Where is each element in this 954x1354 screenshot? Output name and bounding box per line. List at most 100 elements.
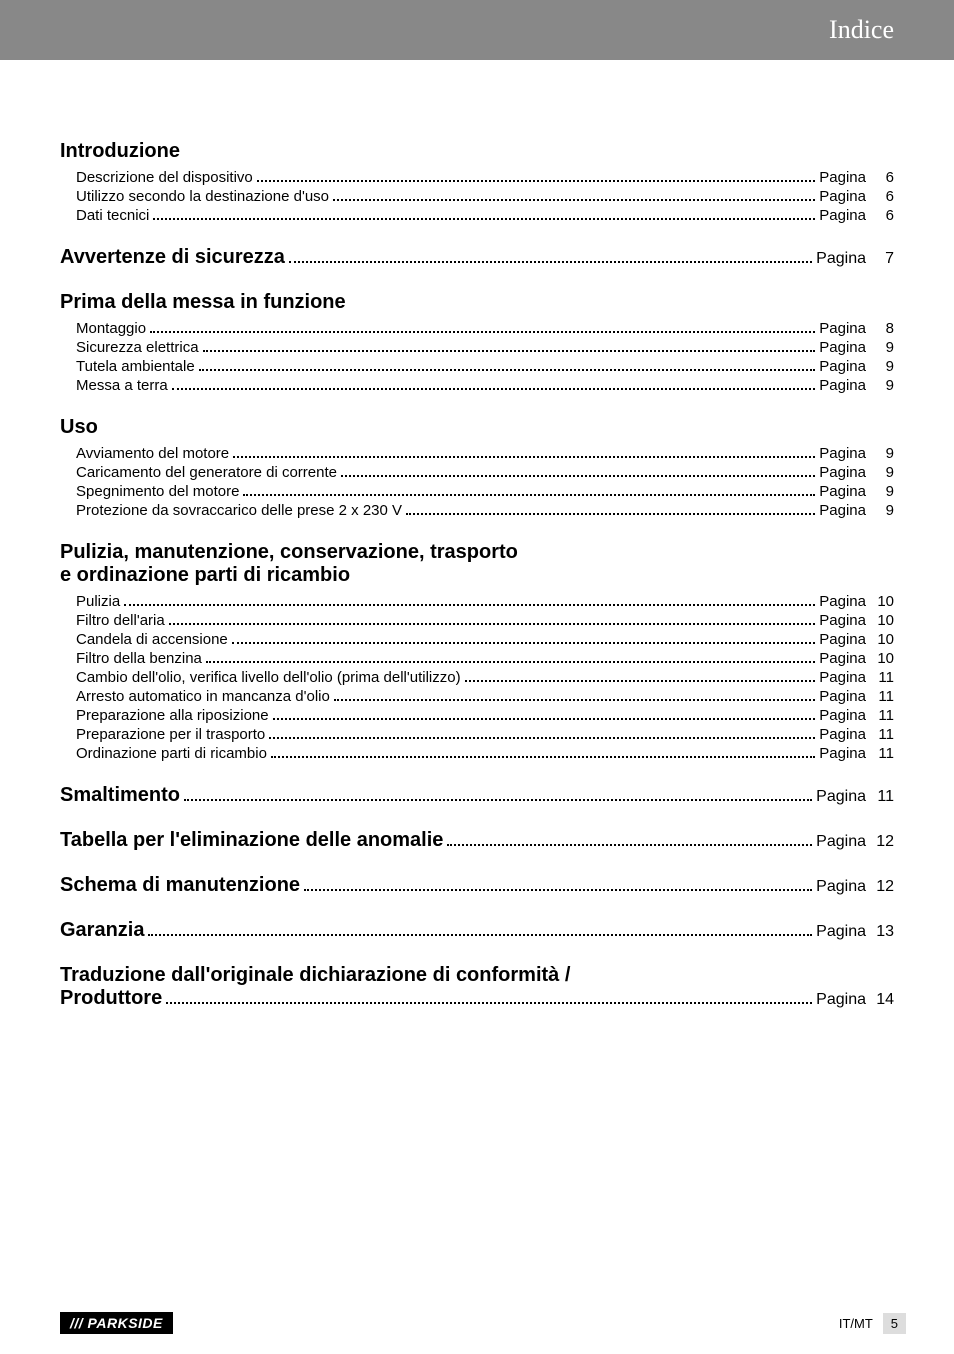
toc-label: Ordinazione parti di ricambio	[76, 745, 267, 762]
toc-label: Tutela ambientale	[76, 358, 195, 375]
footer-logo: /// PARKSIDE	[60, 1312, 173, 1334]
section-title-schema: Schema di manutenzione	[60, 874, 300, 897]
toc-page-label: Pagina	[819, 377, 870, 394]
header-bar: Indice	[0, 0, 954, 60]
toc-page-num: 12	[870, 833, 894, 851]
toc-label: Spegnimento del motore	[76, 483, 239, 500]
toc-page-num: 10	[870, 631, 894, 648]
toc-page-label: Pagina	[819, 207, 870, 224]
toc-page-num: 9	[870, 377, 894, 394]
toc-line: Dati tecnici Pagina 6	[60, 207, 894, 224]
toc-page-num: 8	[870, 320, 894, 337]
dot-leader	[153, 218, 815, 220]
toc-page-num: 10	[870, 593, 894, 610]
toc-line: Montaggio Pagina 8	[60, 320, 894, 337]
toc-label: Messa a terra	[76, 377, 168, 394]
toc-page-num: 11	[870, 745, 894, 762]
toc-line: Preparazione per il trasporto Pagina 11	[60, 726, 894, 743]
dot-leader	[271, 756, 815, 758]
toc-line: Spegnimento del motore Pagina 9	[60, 483, 894, 500]
toc-line: Candela di accensione Pagina 10	[60, 631, 894, 648]
pulizia-title-line1: Pulizia, manutenzione, conservazione, tr…	[60, 541, 518, 563]
toc-line: Tutela ambientale Pagina 9	[60, 358, 894, 375]
standalone-smaltimento: Smaltimento Pagina 11	[60, 784, 894, 807]
toc-label: Preparazione per il trasporto	[76, 726, 265, 743]
toc-page-label: Pagina	[819, 612, 870, 629]
toc-page-label: Pagina	[816, 878, 870, 896]
dot-leader	[172, 388, 816, 390]
toc-line: Utilizzo secondo la destinazione d'uso P…	[60, 188, 894, 205]
dot-leader	[148, 934, 812, 936]
dot-leader	[203, 350, 816, 352]
toc-page-label: Pagina	[819, 707, 870, 724]
dot-leader	[341, 475, 815, 477]
standalone-schema: Schema di manutenzione Pagina 12	[60, 874, 894, 897]
toc-label: Utilizzo secondo la destinazione d'uso	[76, 188, 329, 205]
dot-leader	[233, 456, 815, 458]
toc-line: Sicurezza elettrica Pagina 9	[60, 339, 894, 356]
toc-page-label: Pagina	[819, 339, 870, 356]
toc-page-num: 6	[870, 188, 894, 205]
dot-leader	[257, 180, 816, 182]
toc-page-num: 7	[870, 250, 894, 268]
dot-leader	[206, 661, 815, 663]
toc-page-label: Pagina	[819, 358, 870, 375]
toc-page-num: 11	[870, 726, 894, 743]
toc-label: Descrizione del dispositivo	[76, 169, 253, 186]
footer-right: IT/MT 5	[839, 1313, 906, 1334]
toc-line: Arresto automatico in mancanza d'olio Pa…	[60, 688, 894, 705]
standalone-tabella: Tabella per l'eliminazione delle anomali…	[60, 829, 894, 852]
section-title-intro: Introduzione	[60, 140, 894, 163]
dot-leader	[184, 799, 812, 801]
section-title-uso: Uso	[60, 416, 894, 439]
toc-page-num: 6	[870, 169, 894, 186]
toc-page-label: Pagina	[816, 991, 870, 1009]
toc-line: Pulizia Pagina 10	[60, 593, 894, 610]
toc-line: Filtro della benzina Pagina 10	[60, 650, 894, 667]
toc-page-num: 11	[870, 788, 894, 806]
toc-label: Filtro della benzina	[76, 650, 202, 667]
dot-leader	[465, 680, 816, 682]
toc-line: Preparazione alla riposizione Pagina 11	[60, 707, 894, 724]
toc-label: Protezione da sovraccarico delle prese 2…	[76, 502, 402, 519]
pulizia-title-line2: e ordinazione parti di ricambio	[60, 564, 350, 586]
toc-page-num: 9	[870, 502, 894, 519]
footer-lang: IT/MT	[839, 1316, 873, 1331]
standalone-garanzia: Garanzia Pagina 13	[60, 919, 894, 942]
dot-leader	[273, 718, 816, 720]
dot-leader	[243, 494, 815, 496]
toc-label: Sicurezza elettrica	[76, 339, 199, 356]
footer: /// PARKSIDE IT/MT 5	[0, 1312, 954, 1334]
dot-leader	[150, 331, 815, 333]
section-title-prima: Prima della messa in funzione	[60, 291, 894, 314]
dot-leader	[406, 513, 815, 515]
toc-line: Descrizione del dispositivo Pagina 6	[60, 169, 894, 186]
toc-page-label: Pagina	[816, 788, 870, 806]
toc-page-label: Pagina	[819, 669, 870, 686]
dot-leader	[269, 737, 815, 739]
toc-content: Introduzione Descrizione del dispositivo…	[0, 60, 954, 1032]
toc-page-num: 13	[870, 923, 894, 941]
toc-page-label: Pagina	[816, 833, 870, 851]
dot-leader	[447, 844, 812, 846]
dot-leader	[169, 623, 816, 625]
toc-page-label: Pagina	[819, 745, 870, 762]
dot-leader	[304, 889, 812, 891]
toc-label: Dati tecnici	[76, 207, 149, 224]
toc-line: Avviamento del motore Pagina 9	[60, 445, 894, 462]
standalone-traduzione: Produttore Pagina 14	[60, 987, 894, 1010]
toc-page-label: Pagina	[819, 502, 870, 519]
toc-page-label: Pagina	[816, 250, 870, 268]
section-title-smaltimento: Smaltimento	[60, 784, 180, 807]
toc-page-label: Pagina	[819, 445, 870, 462]
dot-leader	[199, 369, 816, 371]
toc-page-num: 11	[870, 707, 894, 724]
dot-leader	[333, 199, 815, 201]
dot-leader	[232, 642, 816, 644]
toc-page-label: Pagina	[819, 169, 870, 186]
toc-page-num: 9	[870, 445, 894, 462]
toc-page-label: Pagina	[819, 650, 870, 667]
section-title-pulizia: Pulizia, manutenzione, conservazione, tr…	[60, 541, 894, 587]
toc-label: Arresto automatico in mancanza d'olio	[76, 688, 330, 705]
dot-leader	[124, 604, 815, 606]
